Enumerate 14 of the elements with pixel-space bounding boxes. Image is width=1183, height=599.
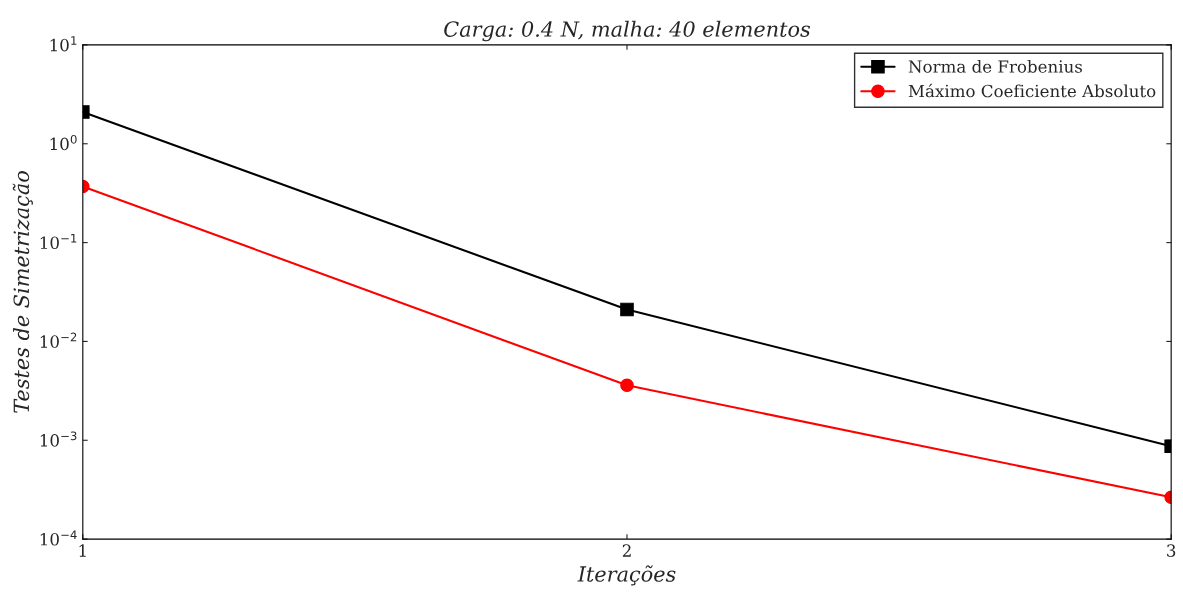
- y-axis-title: Testes de Simetrização: [12, 171, 33, 413]
- y-tick-label: 10$^{1}$: [50, 36, 77, 52]
- y-tick-label: 10$^{−1}$: [40, 233, 77, 250]
- x-tick-label: 2: [622, 544, 631, 557]
- legend-label: Máximo Coeficiente Absoluto: [908, 83, 1156, 98]
- chart-title: Carga: 0.4 N, malha: 40 elementos: [444, 20, 811, 42]
- legend-label: Norma de Frobenius: [908, 59, 1082, 73]
- x-axis-title: Iterações: [577, 565, 676, 586]
- y-tick-label: 10$^{−2}$: [40, 332, 77, 348]
- x-tick-label: 3: [1167, 544, 1176, 557]
- y-tick-label: 10$^{−3}$: [40, 431, 77, 447]
- x-tick-label: 1: [79, 544, 86, 557]
- y-tick-label: 10$^{−4}$: [40, 530, 77, 546]
- y-tick-label: 10$^{0}$: [50, 134, 77, 151]
